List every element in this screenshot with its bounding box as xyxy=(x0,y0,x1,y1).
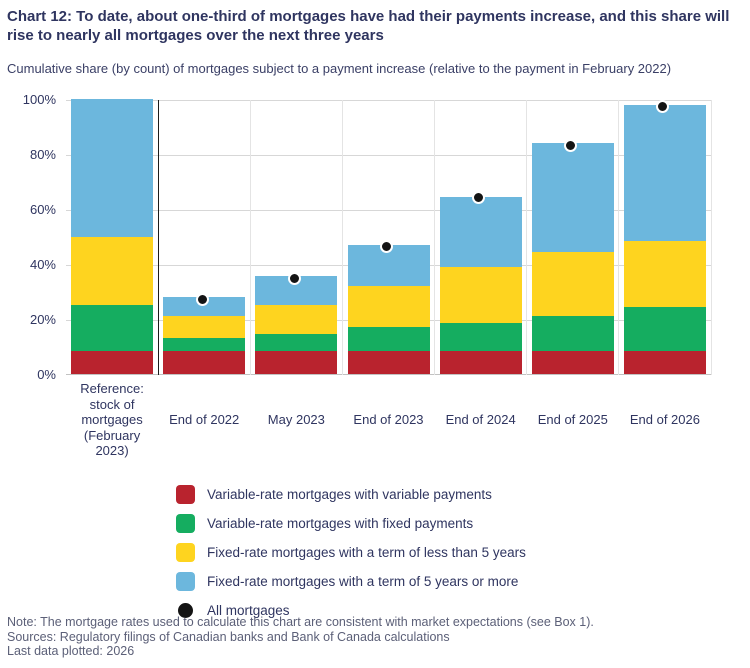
legend-label: Variable-rate mortgages with variable pa… xyxy=(207,487,492,502)
bar-segment xyxy=(71,350,154,374)
bar-segment xyxy=(255,350,338,374)
all-mortgages-dot xyxy=(195,292,209,306)
all-mortgages-dot xyxy=(287,271,301,285)
gridline-80 xyxy=(66,154,711,156)
y-tick-label: 0% xyxy=(37,367,56,382)
bar-segment xyxy=(347,327,430,351)
y-tick-label: 100% xyxy=(22,92,56,107)
bar-segment xyxy=(347,286,430,328)
legend-label: Fixed-rate mortgages with a term of less… xyxy=(207,545,526,560)
bar-segment xyxy=(623,104,706,241)
bar-segment xyxy=(71,236,154,306)
footnotes: Note: The mortgage rates used to calcula… xyxy=(7,615,749,659)
bar-segment xyxy=(163,350,246,374)
sources-line: Sources: Regulatory filings of Canadian … xyxy=(7,629,450,644)
bar-segment xyxy=(347,350,430,374)
legend-swatch-icon xyxy=(176,485,195,504)
legend-swatch-icon xyxy=(176,572,195,591)
bar-segment xyxy=(163,297,246,317)
bar-segment xyxy=(439,196,522,267)
all-mortgages-dot xyxy=(564,138,578,152)
legend-item: Variable-rate mortgages with variable pa… xyxy=(176,485,526,504)
y-tick-label: 60% xyxy=(29,202,56,217)
bar-segment xyxy=(623,350,706,374)
legend: Variable-rate mortgages with variable pa… xyxy=(176,485,526,630)
column-gridline xyxy=(249,100,251,375)
bar-segment xyxy=(71,305,154,351)
all-mortgages-dot xyxy=(656,100,670,113)
bar-segment xyxy=(163,338,246,351)
column-gridline xyxy=(618,100,620,375)
bar-segment xyxy=(531,143,614,252)
legend-item: Variable-rate mortgages with fixed payme… xyxy=(176,514,526,533)
gridline-100 xyxy=(66,99,711,101)
bar-segment xyxy=(163,316,246,339)
legend-label: Fixed-rate mortgages with a term of 5 ye… xyxy=(207,574,519,589)
bar-segment xyxy=(439,266,522,324)
x-axis-label: End of 2026 xyxy=(629,412,700,428)
bar-segment xyxy=(623,240,706,307)
bar-segment xyxy=(531,316,614,351)
x-axis-label: Reference: stock of mortgages (February … xyxy=(80,381,144,459)
legend-dot-icon xyxy=(178,603,193,618)
bar-segment xyxy=(439,350,522,374)
x-axis-labels: Reference: stock of mortgages (February … xyxy=(66,379,711,461)
reference-divider-line xyxy=(157,100,160,375)
bar-segment xyxy=(439,323,522,351)
legend-swatch-icon xyxy=(176,543,195,562)
y-tick-label: 40% xyxy=(29,257,56,272)
last-data-line: Last data plotted: 2026 xyxy=(7,644,135,658)
all-mortgages-dot xyxy=(472,190,486,204)
legend-swatch-icon xyxy=(176,514,195,533)
x-axis-label: End of 2025 xyxy=(537,412,608,428)
bar-segment xyxy=(623,306,706,351)
plot-area xyxy=(66,99,712,375)
x-axis-label: End of 2024 xyxy=(445,412,516,428)
chart-subtitle: Cumulative share (by count) of mortgages… xyxy=(7,61,672,76)
note-line: Note: The mortgage rates used to calcula… xyxy=(7,615,594,629)
all-mortgages-dot xyxy=(380,240,393,254)
bar-segment xyxy=(255,334,338,351)
x-axis-label: End of 2023 xyxy=(353,412,424,428)
column-gridline xyxy=(341,100,343,375)
bar-segment xyxy=(255,305,338,335)
bar-segment xyxy=(71,99,154,237)
bar-segment xyxy=(531,350,614,374)
y-tick-label: 20% xyxy=(29,312,56,327)
column-gridline xyxy=(526,100,528,375)
legend-item: All mortgages xyxy=(176,601,526,620)
bar-segment xyxy=(531,251,614,317)
x-axis-label: May 2023 xyxy=(267,412,325,428)
chart-canvas: 0% 20% 40% 60% 80% 100% xyxy=(0,92,750,382)
y-tick-label: 80% xyxy=(29,147,56,162)
legend-item: Fixed-rate mortgages with a term of 5 ye… xyxy=(176,572,526,591)
column-gridline xyxy=(434,100,436,375)
legend-label: All mortgages xyxy=(207,603,290,618)
legend-item: Fixed-rate mortgages with a term of less… xyxy=(176,543,526,562)
x-axis-label: End of 2022 xyxy=(169,412,240,428)
column-gridline xyxy=(710,100,712,375)
legend-label: Variable-rate mortgages with fixed payme… xyxy=(207,516,474,531)
chart-title: Chart 12: To date, about one-third of mo… xyxy=(7,8,730,44)
gridline-60 xyxy=(66,209,711,211)
